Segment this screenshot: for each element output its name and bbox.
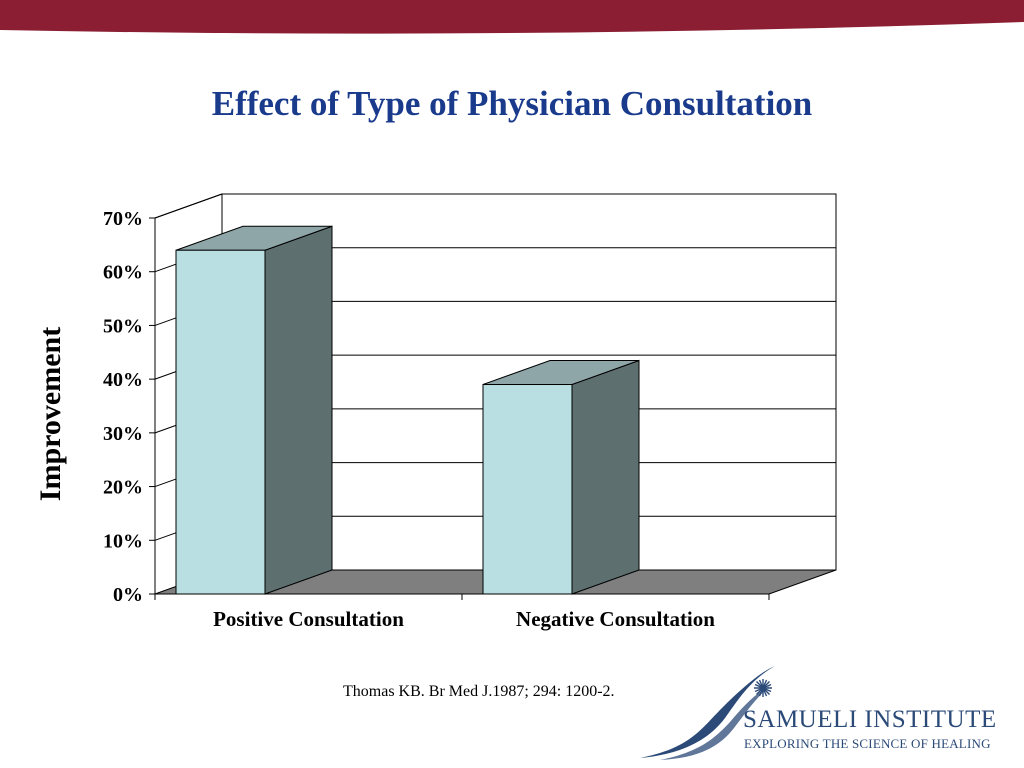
slide-title: Effect of Type of Physician Consultation	[211, 84, 813, 123]
bar	[175, 225, 333, 595]
top-accent-band	[0, 0, 1024, 34]
bar	[482, 359, 640, 595]
bar-side	[571, 359, 640, 595]
gridline-side	[154, 193, 223, 219]
y-tick-label: 30%	[103, 423, 143, 445]
y-tick-label: 40%	[103, 369, 143, 391]
x-category-label: Positive Consultation	[213, 607, 404, 631]
y-tick-label: 0%	[113, 584, 143, 606]
bar-front	[482, 384, 573, 595]
y-tick-label: 10%	[103, 530, 143, 552]
y-tick-label: 70%	[103, 208, 143, 230]
y-tick-label: 20%	[103, 477, 143, 499]
starburst-icon	[754, 679, 772, 697]
y-tick-label: 60%	[103, 262, 143, 284]
bar-side	[264, 225, 333, 595]
bar-front	[175, 249, 266, 595]
citation: Thomas KB. Br Med J.1987; 294: 1200-2.	[343, 683, 615, 700]
logo-tagline: EXPLORING THE SCIENCE OF HEALING	[744, 736, 991, 751]
samueli-institute-logo: SAMUELI INSTITUTE EXPLORING THE SCIENCE …	[630, 660, 1024, 768]
y-axis-label: Improvement	[34, 327, 67, 501]
logo-name: SAMUELI INSTITUTE	[743, 706, 997, 733]
x-category-label: Negative Consultation	[516, 607, 715, 631]
y-tick-label: 50%	[103, 315, 143, 337]
